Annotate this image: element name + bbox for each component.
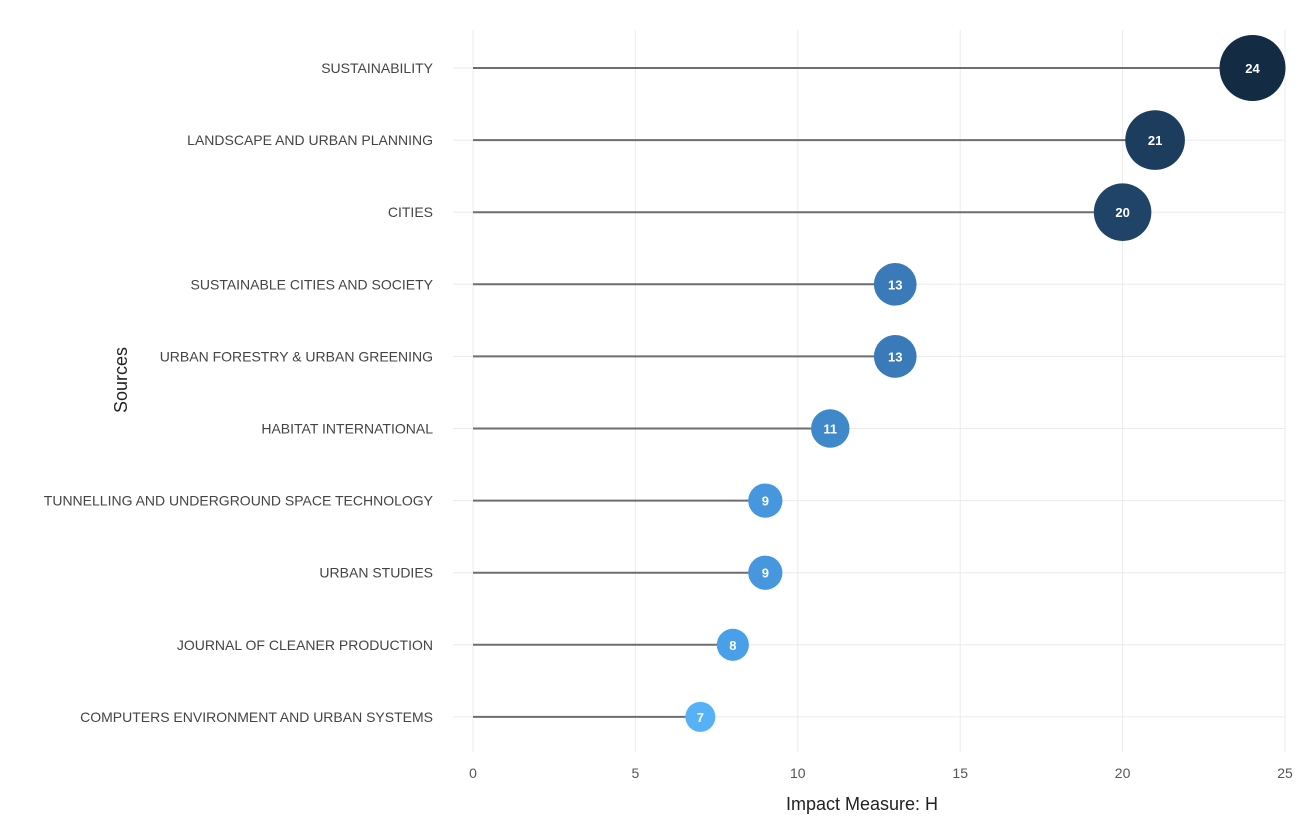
lollipop-point: 11 <box>811 409 850 448</box>
category-label: SUSTAINABILITY <box>321 60 433 76</box>
point-circle <box>748 555 783 590</box>
point-circle <box>873 335 917 378</box>
point-circle <box>748 483 783 518</box>
stems <box>473 67 1253 718</box>
data-label: 11 <box>823 422 837 437</box>
lollipop-point: 7 <box>685 701 716 732</box>
x-tick-label: 20 <box>1115 765 1131 781</box>
point-circle <box>1219 35 1286 101</box>
lollipop-point: 20 <box>1093 183 1152 241</box>
point-circle <box>811 409 850 448</box>
point-circle <box>873 262 917 306</box>
category-label: URBAN STUDIES <box>319 565 433 581</box>
data-label: 24 <box>1245 61 1260 76</box>
lollipop-point: 8 <box>716 628 749 661</box>
data-label: 9 <box>762 494 769 509</box>
category-label: TUNNELLING AND UNDERGROUND SPACE TECHNOL… <box>44 493 434 509</box>
data-label: 9 <box>762 566 769 581</box>
point-circle <box>685 701 716 732</box>
lollipop-point: 13 <box>873 335 917 378</box>
data-label: 21 <box>1148 133 1162 148</box>
point-circle <box>716 628 749 661</box>
x-tick-labels: 0 5 10 15 20 25 <box>469 765 1293 781</box>
x-tick-label: 10 <box>790 765 806 781</box>
data-label: 7 <box>697 710 704 725</box>
category-label: URBAN FORESTRY & URBAN GREENING <box>160 348 433 364</box>
data-label: 13 <box>888 349 902 364</box>
category-label: SUSTAINABLE CITIES AND SOCIETY <box>191 276 434 292</box>
lollipop-point: 21 <box>1125 110 1185 170</box>
category-label: CITIES <box>388 204 433 220</box>
x-tick-label: 5 <box>632 765 640 781</box>
x-tick-label: 0 <box>469 765 477 781</box>
category-label: HABITAT INTERNATIONAL <box>261 421 433 437</box>
data-label: 8 <box>729 638 736 653</box>
category-label: COMPUTERS ENVIRONMENT AND URBAN SYSTEMS <box>80 709 433 725</box>
category-labels: SUSTAINABILITY LANDSCAPE AND URBAN PLANNI… <box>44 60 434 725</box>
x-tick-label: 15 <box>952 765 968 781</box>
x-axis-title: Impact Measure: H <box>786 794 938 814</box>
point-circle <box>1093 183 1152 241</box>
point-circle <box>1125 110 1185 170</box>
lollipop-point: 24 <box>1219 35 1286 101</box>
lollipop-point: 9 <box>748 483 783 518</box>
x-tick-label: 25 <box>1277 765 1293 781</box>
category-label: LANDSCAPE AND URBAN PLANNING <box>187 132 433 148</box>
category-label: JOURNAL OF CLEANER PRODUCTION <box>177 637 433 653</box>
data-label: 13 <box>888 277 902 292</box>
points: 24 21 20 13 13 11 9 9 8 7 <box>685 35 1286 732</box>
data-label: 20 <box>1115 205 1129 220</box>
lollipop-point: 9 <box>748 555 783 590</box>
lollipop-point: 13 <box>873 262 917 306</box>
y-axis-title: Sources <box>111 347 131 413</box>
